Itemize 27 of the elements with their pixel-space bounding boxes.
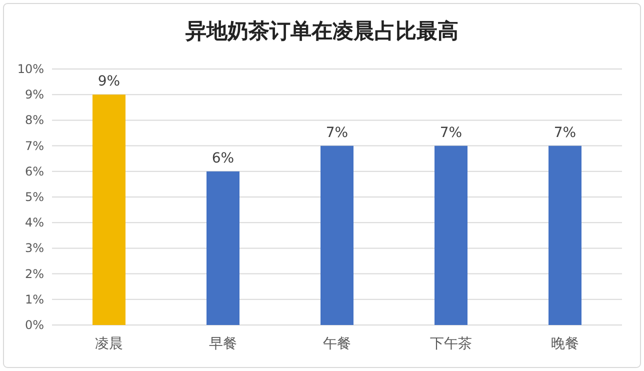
x-tick-label: 早餐 bbox=[209, 336, 237, 352]
y-tick-label: 3% bbox=[24, 241, 44, 256]
data-label: 7% bbox=[326, 124, 348, 141]
x-tick-label: 晚餐 bbox=[551, 336, 579, 352]
y-tick-label: 7% bbox=[24, 138, 44, 153]
x-tick-label: 午餐 bbox=[323, 336, 351, 352]
x-tick-label: 凌晨 bbox=[95, 336, 123, 352]
bar bbox=[548, 146, 582, 325]
bar bbox=[92, 94, 126, 325]
y-tick-label: 4% bbox=[24, 216, 44, 230]
y-tick-label: 5% bbox=[24, 190, 44, 204]
y-tick-label: 10% bbox=[17, 62, 44, 76]
y-tick-label: 9% bbox=[24, 88, 44, 102]
y-tick-label: 2% bbox=[24, 266, 44, 281]
y-tick-label: 6% bbox=[24, 164, 44, 178]
chart-title: 异地奶茶订单在凌晨占比最高 bbox=[184, 18, 458, 43]
bar bbox=[320, 146, 354, 325]
data-label: 7% bbox=[440, 124, 462, 141]
bar bbox=[434, 146, 468, 325]
y-tick-label: 1% bbox=[24, 292, 44, 306]
x-tick-label: 下午茶 bbox=[430, 336, 472, 352]
bar bbox=[206, 171, 240, 325]
data-label: 9% bbox=[98, 74, 120, 90]
data-label: 7% bbox=[554, 124, 576, 141]
data-label: 6% bbox=[212, 150, 234, 166]
y-tick-label: 0% bbox=[24, 318, 44, 332]
y-tick-label: 8% bbox=[24, 113, 44, 128]
